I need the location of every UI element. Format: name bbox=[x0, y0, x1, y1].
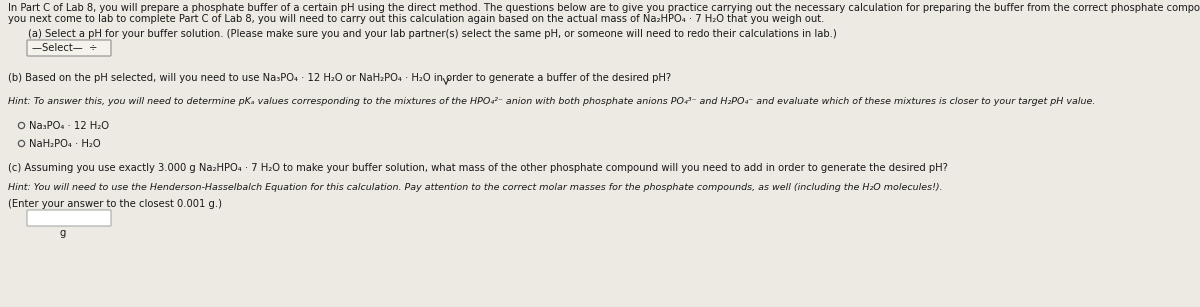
FancyBboxPatch shape bbox=[28, 40, 112, 56]
Text: (Enter your answer to the closest 0.001 g.): (Enter your answer to the closest 0.001 … bbox=[8, 199, 222, 209]
Text: (c) Assuming you use exactly 3.000 g Na₂HPO₄ · 7 H₂O to make your buffer solutio: (c) Assuming you use exactly 3.000 g Na₂… bbox=[8, 163, 948, 173]
Text: In Part C of Lab 8, you will prepare a phosphate buffer of a certain pH using th: In Part C of Lab 8, you will prepare a p… bbox=[8, 3, 1200, 13]
Text: Na₃PO₄ · 12 H₂O: Na₃PO₄ · 12 H₂O bbox=[29, 121, 109, 131]
Text: —Select—  ÷: —Select— ÷ bbox=[32, 43, 97, 53]
Text: (a) Select a pH for your buffer solution. (Please make sure you and your lab par: (a) Select a pH for your buffer solution… bbox=[28, 29, 836, 39]
Text: (b) Based on the pH selected, will you need to use Na₃PO₄ · 12 H₂O or NaH₂PO₄ · : (b) Based on the pH selected, will you n… bbox=[8, 73, 671, 83]
Text: Hint: You will need to use the Henderson-Hasselbalch Equation for this calculati: Hint: You will need to use the Henderson… bbox=[8, 183, 943, 192]
Text: Hint: To answer this, you will need to determine pKₐ values corresponding to the: Hint: To answer this, you will need to d… bbox=[8, 97, 1096, 106]
Text: NaH₂PO₄ · H₂O: NaH₂PO₄ · H₂O bbox=[29, 139, 101, 149]
Text: g: g bbox=[60, 228, 66, 238]
Text: you next come to lab to complete Part C of Lab 8, you will need to carry out thi: you next come to lab to complete Part C … bbox=[8, 14, 824, 24]
FancyBboxPatch shape bbox=[28, 210, 112, 226]
